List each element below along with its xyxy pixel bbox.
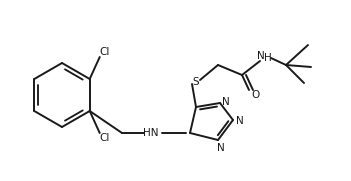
Text: H: H <box>264 53 272 63</box>
Text: O: O <box>252 90 260 100</box>
Text: Cl: Cl <box>100 133 110 143</box>
Text: HN: HN <box>143 128 159 138</box>
Text: Cl: Cl <box>100 47 110 57</box>
Text: N: N <box>257 51 265 61</box>
Text: S: S <box>193 77 199 87</box>
Text: N: N <box>236 116 244 126</box>
Text: N: N <box>217 143 225 153</box>
Text: N: N <box>222 97 230 107</box>
